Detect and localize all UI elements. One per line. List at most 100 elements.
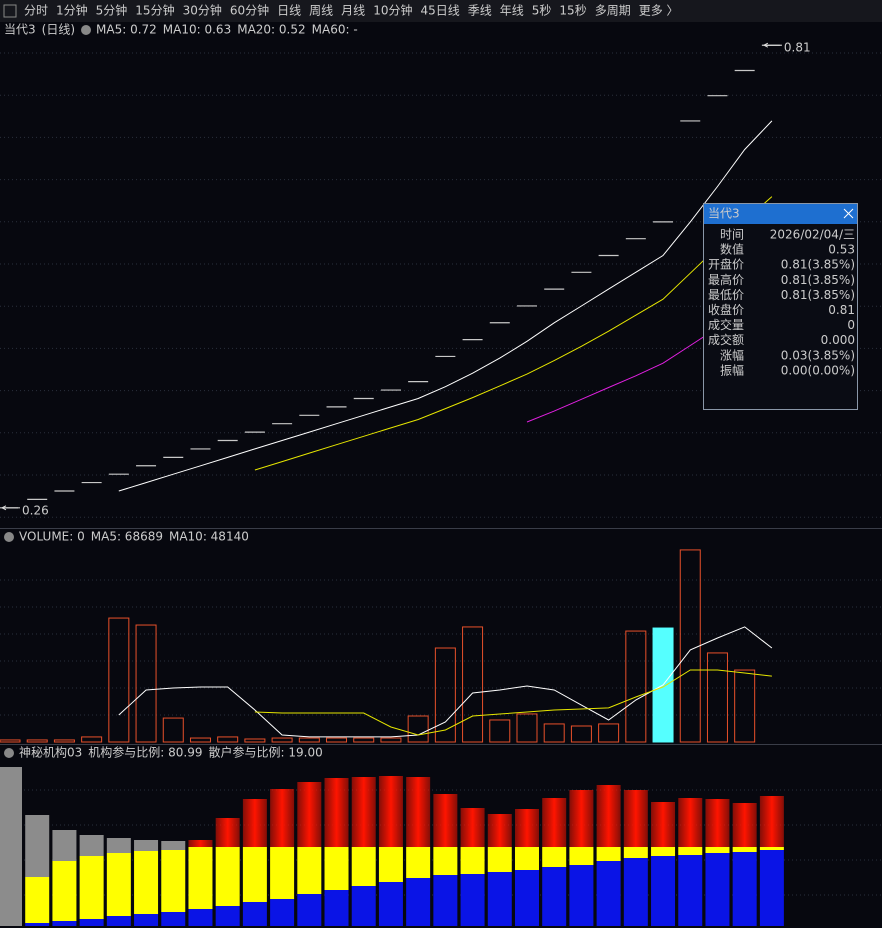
volume-bar bbox=[81, 736, 103, 743]
tooltip-value: 2026/02/04/三 bbox=[770, 228, 855, 242]
stack-segment bbox=[487, 814, 512, 847]
stack-segment bbox=[732, 847, 757, 852]
volume-bar bbox=[489, 719, 511, 743]
tooltip-value: 0.03(3.85%) bbox=[781, 348, 855, 362]
collapse-icon[interactable] bbox=[81, 25, 92, 35]
stack-segment bbox=[542, 798, 567, 847]
toolbar-item[interactable]: 15分钟 bbox=[135, 3, 174, 18]
stack-segment bbox=[623, 790, 648, 847]
stack-segment bbox=[596, 847, 621, 861]
stack-segment bbox=[623, 847, 648, 858]
toolbar-item[interactable]: 5分钟 bbox=[96, 3, 128, 18]
tooltip-label: 成交量 bbox=[708, 317, 744, 332]
tooltip-value: 0.81 bbox=[828, 303, 855, 317]
stack-segment bbox=[270, 789, 295, 847]
panel-title: 神秘机构03 bbox=[19, 745, 82, 760]
legend-entry: 散户参与比例: 19.00 bbox=[209, 745, 323, 760]
stack-segment bbox=[25, 877, 50, 923]
tooltip-close[interactable] bbox=[843, 208, 854, 219]
stack-segment bbox=[297, 894, 322, 926]
stack-segment bbox=[759, 850, 784, 926]
stack-segment bbox=[678, 855, 703, 926]
ma-line bbox=[254, 196, 773, 471]
tooltip-value: 0.00(0.00%) bbox=[781, 363, 855, 377]
collapse-icon[interactable] bbox=[4, 748, 14, 758]
stack-segment bbox=[134, 840, 159, 851]
toolbar bbox=[0, 0, 882, 22]
toolbar-item[interactable]: 5秒 bbox=[532, 4, 552, 18]
toolbar-item[interactable]: 60分钟 bbox=[230, 3, 269, 18]
stack-segment bbox=[297, 782, 322, 847]
stack-segment bbox=[514, 847, 539, 870]
stack-segment bbox=[324, 778, 349, 847]
stack-segment bbox=[623, 858, 648, 926]
toolbar-icon[interactable] bbox=[3, 4, 17, 18]
toolbar-item[interactable]: 10分钟 bbox=[373, 3, 412, 18]
stack-segment bbox=[514, 870, 539, 926]
toolbar-item[interactable]: 更多 〉 bbox=[639, 4, 679, 18]
volume-bar bbox=[108, 617, 130, 743]
tooltip-value: 0.81(3.85%) bbox=[781, 258, 855, 272]
price-label: 0.26 bbox=[22, 503, 49, 517]
volume-bar bbox=[0, 739, 21, 743]
toolbar-item[interactable]: 45日线 bbox=[420, 4, 459, 18]
ma-line bbox=[118, 120, 773, 492]
stack-segment bbox=[406, 777, 431, 847]
stack-segment bbox=[351, 847, 376, 886]
volume-bar bbox=[434, 647, 456, 743]
stack-segment bbox=[678, 847, 703, 855]
stack-segment bbox=[0, 767, 22, 926]
volume-bar bbox=[244, 738, 266, 743]
stack-segment bbox=[705, 847, 730, 853]
toolbar-item[interactable]: 分时 bbox=[24, 4, 48, 18]
volume-bar bbox=[26, 739, 48, 743]
stack-segment bbox=[324, 847, 349, 890]
volume-bar bbox=[162, 717, 184, 743]
legend-entry: MA20: 0.52 bbox=[237, 23, 305, 37]
stack-segment bbox=[569, 865, 594, 926]
volume-bar bbox=[135, 624, 157, 743]
toolbar-item[interactable]: 季线 bbox=[468, 4, 492, 18]
stack-segment bbox=[487, 872, 512, 926]
volume-bar bbox=[734, 669, 756, 743]
toolbar-item[interactable]: 月线 bbox=[341, 4, 365, 18]
toolbar-item[interactable]: 15秒 bbox=[559, 4, 586, 18]
stack-segment bbox=[134, 914, 159, 926]
toolbar-item[interactable]: 年线 bbox=[500, 4, 524, 18]
volume-bar bbox=[407, 715, 429, 743]
toolbar-item[interactable]: 日线 bbox=[277, 4, 301, 18]
stack-segment bbox=[732, 803, 757, 847]
tooltip-label: 成交额 bbox=[708, 332, 744, 347]
legend-entry: MA5: 0.72 bbox=[96, 23, 157, 37]
volume-bar bbox=[298, 737, 320, 743]
stack-segment bbox=[79, 856, 104, 919]
tooltip-value: 0.81(3.85%) bbox=[781, 288, 855, 302]
stack-segment bbox=[215, 906, 240, 926]
stack-segment bbox=[596, 861, 621, 926]
stack-segment bbox=[460, 874, 485, 926]
panel-subtitle: (日线) bbox=[42, 23, 75, 37]
stack-segment bbox=[433, 794, 458, 847]
collapse-icon[interactable] bbox=[4, 532, 14, 542]
stack-segment bbox=[759, 847, 784, 850]
stack-segment bbox=[542, 867, 567, 926]
toolbar-item[interactable]: 周线 bbox=[309, 4, 333, 18]
toolbar-item[interactable]: 1分钟 bbox=[56, 3, 88, 18]
stack-segment bbox=[106, 838, 131, 853]
toolbar-item[interactable]: 30分钟 bbox=[183, 3, 222, 18]
ma-line bbox=[254, 669, 772, 736]
legend-entry: 机构参与比例: 80.99 bbox=[88, 745, 202, 760]
stack-segment bbox=[52, 861, 77, 921]
tooltip-value: 0.81(3.85%) bbox=[781, 273, 855, 287]
tooltip-label: 最高价 bbox=[708, 272, 744, 287]
volume-bar bbox=[326, 737, 348, 743]
legend-entry: MA10: 48140 bbox=[169, 530, 249, 544]
tooltip-value: 0 bbox=[847, 318, 855, 332]
volume-bar bbox=[625, 630, 647, 743]
stack-segment bbox=[351, 777, 376, 847]
toolbar-item[interactable]: 多周期 bbox=[595, 4, 631, 18]
volume-bar bbox=[380, 737, 402, 743]
stack-segment bbox=[514, 809, 539, 847]
stack-segment bbox=[378, 847, 403, 882]
